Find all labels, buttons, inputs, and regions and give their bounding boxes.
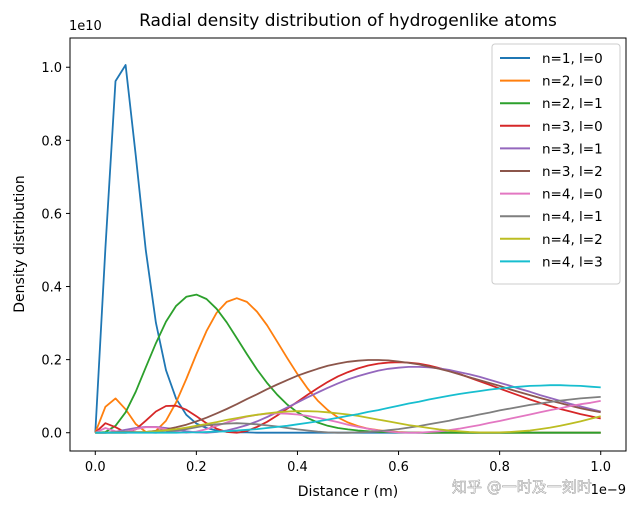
legend-label-3: n=2, l=1 [542,96,603,112]
x-axis-label: Distance r (m) [298,484,398,500]
series-line-10 [95,384,601,434]
x-axis: 0.0 0.2 0.4 0.6 0.8 1.0 [85,451,611,475]
plot-frame [69,37,627,452]
x-tick-label: 0.2 [186,460,207,475]
plot-area [69,37,627,452]
x-tick-label: 0.8 [489,460,510,475]
y-axis: 0.0 0.2 0.4 0.6 0.8 1.0 [41,61,70,442]
legend-label-5: n=3, l=1 [542,141,603,157]
y-tick-label: 0.2 [41,354,62,369]
series-line-4 [94,361,601,434]
y-tick-label: 0.8 [41,134,62,149]
legend-label-6: n=3, l=2 [542,164,603,180]
x-tick-label: 0.4 [287,460,308,475]
legend-label-10: n=4, l=3 [542,254,603,270]
legend: n=1, l=0 n=2, l=0 n=2, l=1 n=3, l=0 n=3, l=1… [491,43,621,285]
series-layer [94,64,601,434]
x-tick-label: 1.0 [590,460,611,475]
legend-label-1: n=1, l=0 [542,51,603,67]
legend-label-2: n=2, l=0 [542,74,603,90]
y-tick-label: 0.6 [41,207,62,222]
y-tick-label: 1.0 [41,61,62,76]
y-tick-label: 0.4 [41,281,62,296]
x-tick-label: 0.6 [388,460,409,475]
y-offset-label: 1e10 [69,19,102,34]
legend-label-4: n=3, l=0 [542,119,603,135]
series-line-6 [95,359,601,434]
series-line-8 [95,396,601,434]
x-offset-label: 1e−9 [591,483,626,498]
legend-label-7: n=4, l=0 [542,187,603,203]
y-tick-label: 0.0 [41,427,62,442]
legend-label-9: n=4, l=2 [542,232,603,248]
x-tick-label: 0.0 [85,460,106,475]
chart-title: Radial density distribution of hydrogenl… [139,11,557,31]
legend-label-8: n=4, l=1 [542,209,603,225]
series-line-3 [95,293,601,434]
y-axis-label: Density distribution [12,175,28,312]
watermark: 知乎 @一时及一刻时 [452,478,592,496]
series-line-9 [95,410,601,434]
